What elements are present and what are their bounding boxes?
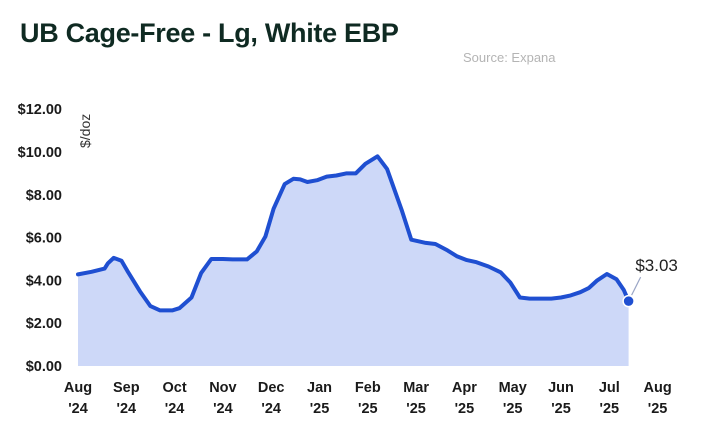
end-label: $3.03 xyxy=(635,256,678,275)
y-axis-label: $/doz xyxy=(77,114,93,148)
x-tick-label: Mar '25 xyxy=(403,380,429,417)
y-tick-label: $0.00 xyxy=(26,359,62,375)
y-axis: $0.00 $2.00 $4.00 $6.00 $8.00 $10.00 $12.00 xyxy=(18,102,62,375)
x-tick-label: Sep '24 xyxy=(113,380,140,417)
source-note: Source: Expana xyxy=(463,50,556,65)
area-fill xyxy=(78,156,629,366)
x-tick-label: Oct '24 xyxy=(163,380,187,417)
y-tick-label: $10.00 xyxy=(18,145,62,161)
y-tick-label: $12.00 xyxy=(18,102,62,118)
x-tick-label: Jun '25 xyxy=(548,380,574,417)
y-tick-label: $8.00 xyxy=(26,188,62,204)
y-tick-label: $4.00 xyxy=(26,273,62,289)
end-label-leader xyxy=(631,276,642,296)
y-tick-label: $6.00 xyxy=(26,231,62,247)
x-tick-label: Aug '24 xyxy=(64,380,92,417)
x-tick-label: May '25 xyxy=(499,380,527,417)
x-tick-label: Feb '25 xyxy=(355,380,381,417)
x-axis: Aug '24 Sep '24 Oct '24 Nov '24 Dec '24 Jan '25 Feb '… xyxy=(64,380,672,417)
x-tick-label: Jul '25 xyxy=(599,380,620,417)
x-tick-label: Aug '25 xyxy=(644,380,672,417)
x-tick-label: Apr '25 xyxy=(452,380,477,417)
x-tick-label: Dec '24 xyxy=(258,380,285,417)
end-point xyxy=(622,294,635,308)
x-tick-label: Nov '24 xyxy=(209,380,236,417)
x-tick-label: Jan '25 xyxy=(307,380,332,417)
series-line xyxy=(76,154,631,313)
y-tick-label: $2.00 xyxy=(26,316,62,332)
chart-title: UB Cage-Free - Lg, White EBP xyxy=(20,18,399,48)
